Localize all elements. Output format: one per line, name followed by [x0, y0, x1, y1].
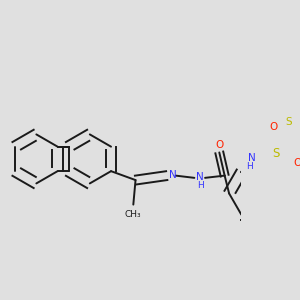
Text: O: O [293, 158, 300, 168]
Text: N: N [248, 153, 256, 163]
Text: H: H [197, 182, 203, 190]
Text: S: S [272, 147, 280, 160]
Text: CH₃: CH₃ [125, 210, 142, 219]
Text: O: O [215, 140, 224, 150]
Text: N: N [196, 172, 204, 182]
Text: S: S [286, 117, 292, 127]
Text: O: O [269, 122, 278, 132]
Text: N: N [169, 170, 176, 180]
Text: H: H [246, 162, 253, 171]
